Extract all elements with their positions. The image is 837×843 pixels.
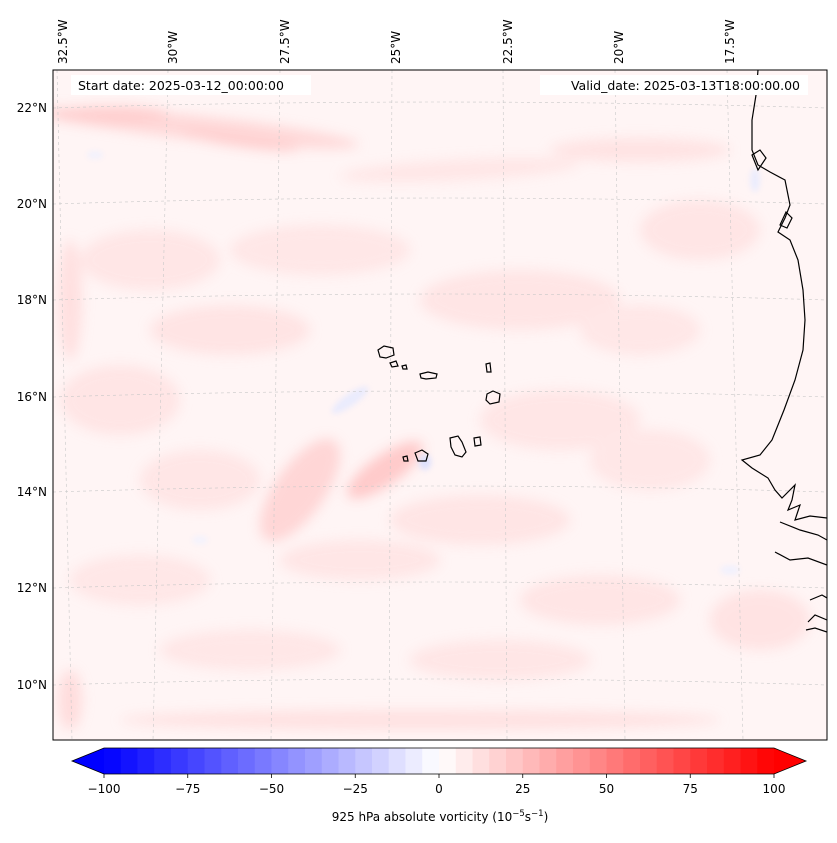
colorbar-tick-label: 75 bbox=[683, 782, 698, 796]
valid-date-box bbox=[540, 75, 808, 95]
colorbar-cell bbox=[455, 748, 473, 774]
colorbar-cell bbox=[171, 748, 189, 774]
map-frame bbox=[52, 69, 828, 741]
lat-label-12n: 12°N bbox=[17, 581, 47, 595]
colorbar-cell bbox=[187, 748, 205, 774]
colorbar-cell bbox=[372, 748, 390, 774]
colorbar-cell bbox=[288, 748, 306, 774]
colorbar-tick-label: −75 bbox=[175, 782, 200, 796]
colorbar-cells bbox=[104, 748, 775, 774]
colorbar-cell bbox=[522, 748, 540, 774]
colorbar-label: 925 hPa absolute vorticity (10−5s−1) bbox=[332, 809, 549, 824]
colorbar-cell bbox=[573, 748, 591, 774]
longitude-axis-labels: 32.5°W 30°W 27.5°W 25°W 22.5°W 20°W 17.5… bbox=[56, 19, 737, 64]
colorbar-cell bbox=[439, 748, 457, 774]
lon-label-25w: 25°W bbox=[389, 31, 403, 64]
vorticity-field bbox=[53, 106, 810, 730]
colorbar-cell bbox=[656, 748, 674, 774]
colorbar: −100 −75 −50 −25 0 25 50 75 100 925 hPa absolute… bbox=[70, 747, 808, 824]
colorbar-high-extend bbox=[774, 748, 806, 774]
colorbar-tick-label: −50 bbox=[259, 782, 284, 796]
colorbar-cell bbox=[305, 748, 323, 774]
colorbar-cell bbox=[388, 748, 406, 774]
lat-label-16n: 16°N bbox=[17, 390, 47, 404]
colorbar-cell bbox=[606, 748, 624, 774]
colorbar-cell bbox=[355, 748, 373, 774]
lon-label-30w: 30°W bbox=[166, 31, 180, 64]
colorbar-cell bbox=[707, 748, 725, 774]
colorbar-cell bbox=[506, 748, 524, 774]
colorbar-cell bbox=[137, 748, 155, 774]
lon-label-17-5w: 17.5°W bbox=[723, 19, 737, 64]
colorbar-cell bbox=[640, 748, 658, 774]
colorbar-cell bbox=[723, 748, 741, 774]
lat-label-22n: 22°N bbox=[17, 101, 47, 115]
colorbar-cell bbox=[154, 748, 172, 774]
colorbar-tick-label: −25 bbox=[343, 782, 368, 796]
colorbar-cell bbox=[673, 748, 691, 774]
ocean-field bbox=[53, 70, 827, 740]
colorbar-cell bbox=[740, 748, 758, 774]
colorbar-tick-label: 25 bbox=[515, 782, 530, 796]
colorbar-cell bbox=[338, 748, 356, 774]
colorbar-cell bbox=[623, 748, 641, 774]
valid-date-label: Valid_date: 2025-03-13T18:00:00.00 bbox=[571, 78, 800, 93]
colorbar-cell bbox=[472, 748, 490, 774]
colorbar-cell bbox=[489, 748, 507, 774]
cape-verde-islands bbox=[377, 345, 501, 462]
colorbar-tick-label: 100 bbox=[763, 782, 786, 796]
start-date-label: Start date: 2025-03-12_00:00:00 bbox=[78, 78, 284, 93]
lon-label-22-5w: 22.5°W bbox=[501, 19, 515, 64]
colorbar-cell bbox=[254, 748, 272, 774]
coastlines bbox=[377, 70, 827, 633]
colorbar-cell bbox=[321, 748, 339, 774]
colorbar-cell bbox=[238, 748, 256, 774]
colorbar-tick-label: 0 bbox=[435, 782, 443, 796]
colorbar-tick-label: −100 bbox=[88, 782, 121, 796]
colorbar-ticks: −100 −75 −50 −25 0 25 50 75 100 bbox=[88, 774, 786, 796]
colorbar-cell bbox=[204, 748, 222, 774]
map-panel bbox=[52, 69, 828, 741]
colorbar-low-extend bbox=[72, 748, 104, 774]
colorbar-cell bbox=[405, 748, 423, 774]
colorbar-cell bbox=[120, 748, 138, 774]
west-africa-coastline bbox=[740, 70, 827, 521]
colorbar-cell bbox=[589, 748, 607, 774]
latitude-axis-labels: 22°N 20°N 18°N 16°N 14°N 12°N 10°N bbox=[17, 101, 47, 692]
lat-label-20n: 20°N bbox=[17, 197, 47, 211]
colorbar-cell bbox=[690, 748, 708, 774]
lon-label-20w: 20°W bbox=[612, 31, 626, 64]
colorbar-cell bbox=[539, 748, 557, 774]
colorbar-cell bbox=[757, 748, 775, 774]
colorbar-cell bbox=[271, 748, 289, 774]
colorbar-cell bbox=[556, 748, 574, 774]
lon-label-32-5w: 32.5°W bbox=[56, 19, 70, 64]
lat-label-18n: 18°N bbox=[17, 293, 47, 307]
colorbar-cell bbox=[221, 748, 239, 774]
lon-label-27-5w: 27.5°W bbox=[278, 19, 292, 64]
colorbar-tick-label: 50 bbox=[599, 782, 614, 796]
start-date-box bbox=[71, 75, 311, 95]
lat-label-10n: 10°N bbox=[17, 678, 47, 692]
colorbar-cell bbox=[422, 748, 440, 774]
map-gridlines bbox=[53, 70, 827, 740]
colorbar-cell bbox=[104, 748, 122, 774]
lat-label-14n: 14°N bbox=[17, 485, 47, 499]
